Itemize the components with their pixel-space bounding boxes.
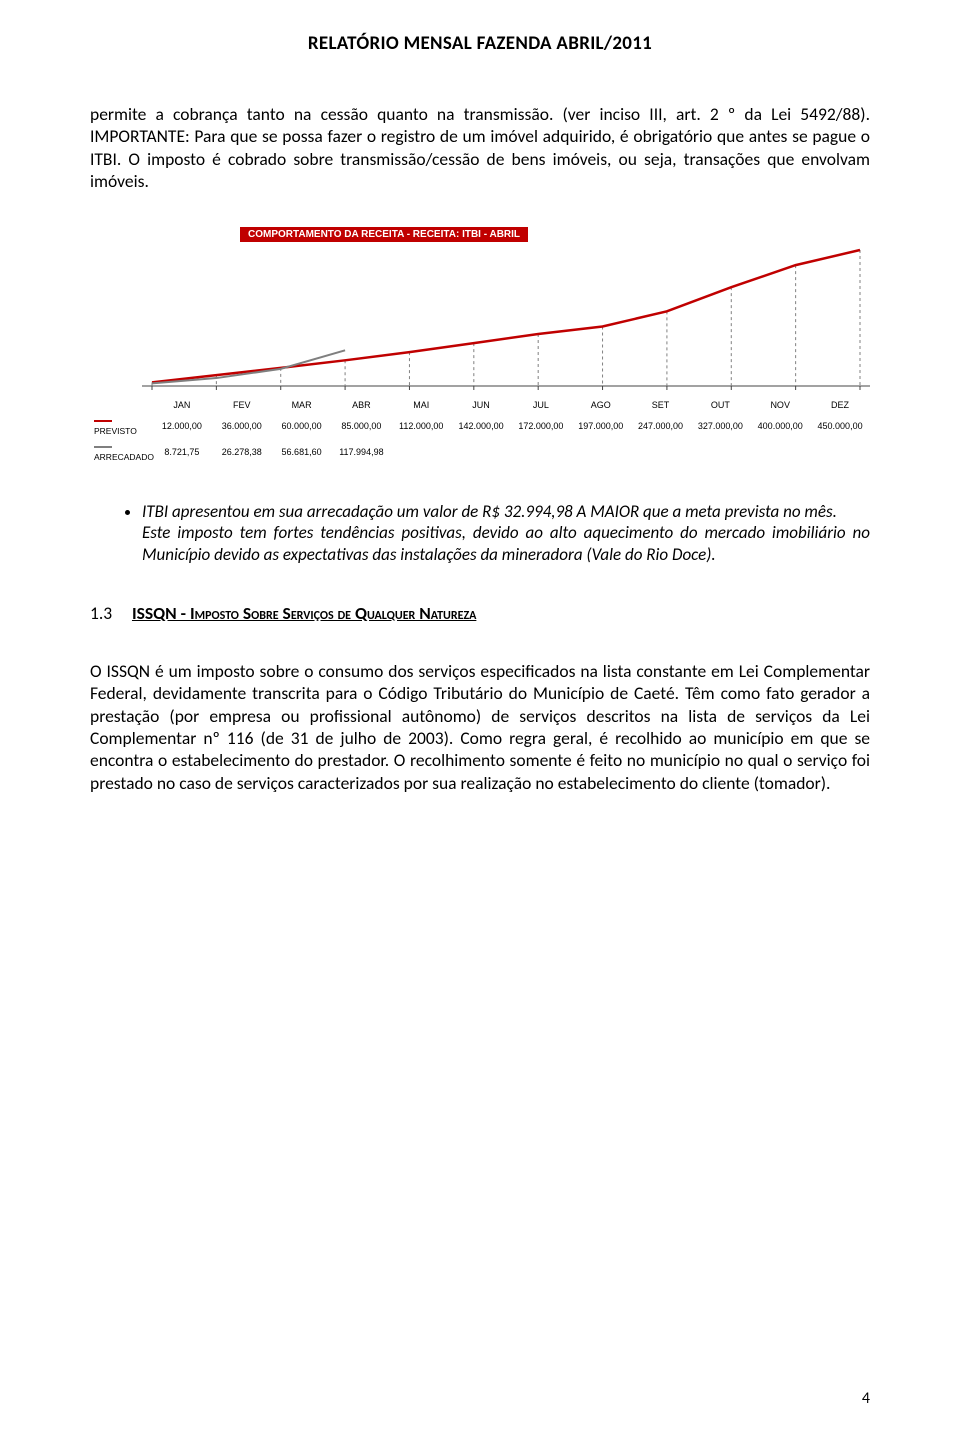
month-header: ABR (331, 397, 391, 413)
series-label: ARRECADADO (94, 452, 154, 462)
legend-line-icon (94, 420, 112, 422)
chart-title: COMPORTAMENTO DA RECEITA - RECEITA: ITBI… (240, 227, 528, 242)
section-number: 1.3 (90, 602, 112, 624)
table-cell: 12.000,00 (152, 413, 212, 439)
month-header: SET (631, 397, 691, 413)
table-cell (511, 439, 571, 465)
month-header: NOV (750, 397, 810, 413)
line-chart (90, 242, 870, 392)
month-header: AGO (571, 397, 631, 413)
month-header: MAR (272, 397, 332, 413)
month-header: DEZ (810, 397, 870, 413)
month-header: JUN (451, 397, 511, 413)
table-cell: 117.994,98 (331, 439, 391, 465)
table-cell: 112.000,00 (391, 413, 451, 439)
table-cell (571, 439, 631, 465)
chart-container: COMPORTAMENTO DA RECEITA - RECEITA: ITBI… (90, 223, 870, 465)
paragraph-issqn: O ISSQN é um imposto sobre o consumo dos… (90, 660, 870, 794)
legend-line-icon (94, 446, 112, 448)
paragraph-intro: permite a cobrança tanto na cessão quant… (90, 103, 870, 193)
page-title: RELATÓRIO MENSAL FAZENDA ABRIL/2011 (90, 32, 870, 55)
bullet-item: ITBI apresentou em sua arrecadação um va… (142, 501, 870, 566)
table-cell (451, 439, 511, 465)
table-cell (750, 439, 810, 465)
table-cell: 142.000,00 (451, 413, 511, 439)
table-cell: 60.000,00 (272, 413, 332, 439)
table-cell: 85.000,00 (331, 413, 391, 439)
series-label: PREVISTO (94, 426, 137, 436)
chart-data-table: JANFEVMARABRMAIJUNJULAGOSETOUTNOVDEZ PREV… (90, 397, 870, 465)
table-cell (391, 439, 451, 465)
table-cell (690, 439, 750, 465)
month-header: JUL (511, 397, 571, 413)
section-title: ISSQN - Imposto Sobre Serviços de Qualqu… (132, 602, 476, 624)
page-number: 4 (862, 1389, 870, 1408)
table-cell (631, 439, 691, 465)
month-header: MAI (391, 397, 451, 413)
table-cell: 26.278,38 (212, 439, 272, 465)
table-cell: 197.000,00 (571, 413, 631, 439)
bullet-list: ITBI apresentou em sua arrecadação um va… (90, 501, 870, 566)
table-cell (810, 439, 870, 465)
month-header: JAN (152, 397, 212, 413)
table-cell: 172.000,00 (511, 413, 571, 439)
table-cell: 36.000,00 (212, 413, 272, 439)
month-header: FEV (212, 397, 272, 413)
table-cell: 8.721,75 (152, 439, 212, 465)
table-cell: 400.000,00 (750, 413, 810, 439)
table-cell: 56.681,60 (272, 439, 332, 465)
table-cell: 450.000,00 (810, 413, 870, 439)
month-header: OUT (690, 397, 750, 413)
section-heading: 1.3 ISSQN - Imposto Sobre Serviços de Qu… (90, 602, 870, 624)
table-cell: 327.000,00 (690, 413, 750, 439)
table-cell: 247.000,00 (631, 413, 691, 439)
